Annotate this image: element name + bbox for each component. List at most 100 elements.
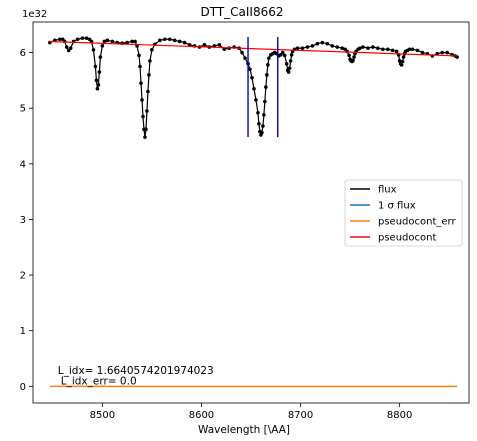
flux-point [172,38,177,43]
legend-label: pseudocont_err [378,217,456,228]
flux-point [64,45,69,49]
flux-point [139,81,143,85]
flux-point [265,73,269,77]
x-axis-label: Wavelength [\AA] [198,424,290,436]
flux-point [105,38,110,43]
flux-point [187,43,192,47]
flux-point [125,40,129,45]
x-tick-label: 8700 [288,410,313,421]
flux-point [288,59,293,63]
flux-point [287,66,292,70]
flux-point [144,127,148,132]
flux-point [401,55,406,59]
flux-point [202,43,207,47]
flux-point [100,44,105,48]
flux-point [177,39,182,44]
flux-point [260,130,264,135]
flux-point [266,63,270,67]
flux-point [162,37,167,42]
flux-point [310,44,315,48]
legend-box [344,179,463,247]
flux-point [397,59,402,63]
flux-point [330,44,335,48]
flux-point [415,48,420,53]
x-tick-label: 8800 [387,410,412,421]
y-offset-label: 1e32 [22,9,47,20]
flux-point [286,70,291,74]
pseudocont-line [49,40,458,57]
flux-point [222,47,227,52]
y-tick-label: 2 [20,271,26,282]
flux-point [352,55,356,59]
annotation-text: L_idx= 1.6640574201974023 [58,365,214,377]
annotation-text: L_idx_err= 0.0 [61,376,137,388]
flux-point [147,73,151,77]
flux-point [295,46,300,50]
flux-point [358,46,362,50]
flux-line [49,37,458,138]
flux-point [261,124,265,128]
flux-point [376,46,380,50]
flux-point [252,86,256,91]
flux-point [410,47,415,52]
flux-point [280,50,285,55]
flux-point [102,39,107,44]
flux-point [340,46,344,50]
flux-point [146,89,150,94]
flux-point [371,45,375,49]
y-tick-label: 3 [20,215,26,226]
flux-point [325,41,330,46]
flux-point [394,49,399,54]
flux-point [262,113,266,117]
flux-point [385,47,390,52]
flux-point [248,67,252,72]
flux-point [250,75,254,80]
flux-point [320,40,325,45]
legend-label: flux [378,185,397,196]
flux-point [145,109,149,113]
flux-point [267,56,271,60]
flux-point [150,48,154,52]
flux-point [440,50,445,55]
x-tick-label: 8500 [90,410,115,421]
flux-point [284,61,289,66]
axes: 8500 8600 8700 8800 0 1 2 3 4 5 6 [20,48,413,421]
flux-point [57,37,62,42]
flux-point [315,41,320,46]
y-tick-label: 0 [20,382,26,393]
flux-point [254,98,258,102]
flux-point [68,46,73,50]
flux-point [84,36,89,40]
legend: flux 1 σ flux pseudocont_err pseudocont [344,179,463,247]
flux-point [217,43,222,47]
flux-point [380,47,385,52]
flux-point [445,50,450,55]
flux-point [300,46,305,50]
flux-point [420,50,425,55]
plot-frame [32,21,470,404]
flux-point [96,83,101,87]
flux-point [95,86,100,91]
flux-point [133,39,137,44]
flux-point [243,56,247,60]
flux-point [91,48,96,52]
flux-point [347,53,351,58]
flux-point [140,98,144,102]
flux-point [97,70,102,74]
flux-point [167,37,172,42]
flux-point [407,47,412,52]
flux-point [366,46,370,50]
legend-label: pseudocont [378,233,436,244]
flux-point [182,40,187,45]
flux-point [305,45,310,49]
x-tick-label: 8600 [189,410,214,421]
flux-point [143,135,147,139]
flux-point [110,39,115,44]
legend-label: 1 σ flux [378,201,416,212]
y-tick-label: 6 [20,48,26,59]
flux-point [257,121,261,126]
y-tick-label: 4 [20,159,26,170]
flux-point [335,45,340,49]
flux-point [130,39,134,44]
